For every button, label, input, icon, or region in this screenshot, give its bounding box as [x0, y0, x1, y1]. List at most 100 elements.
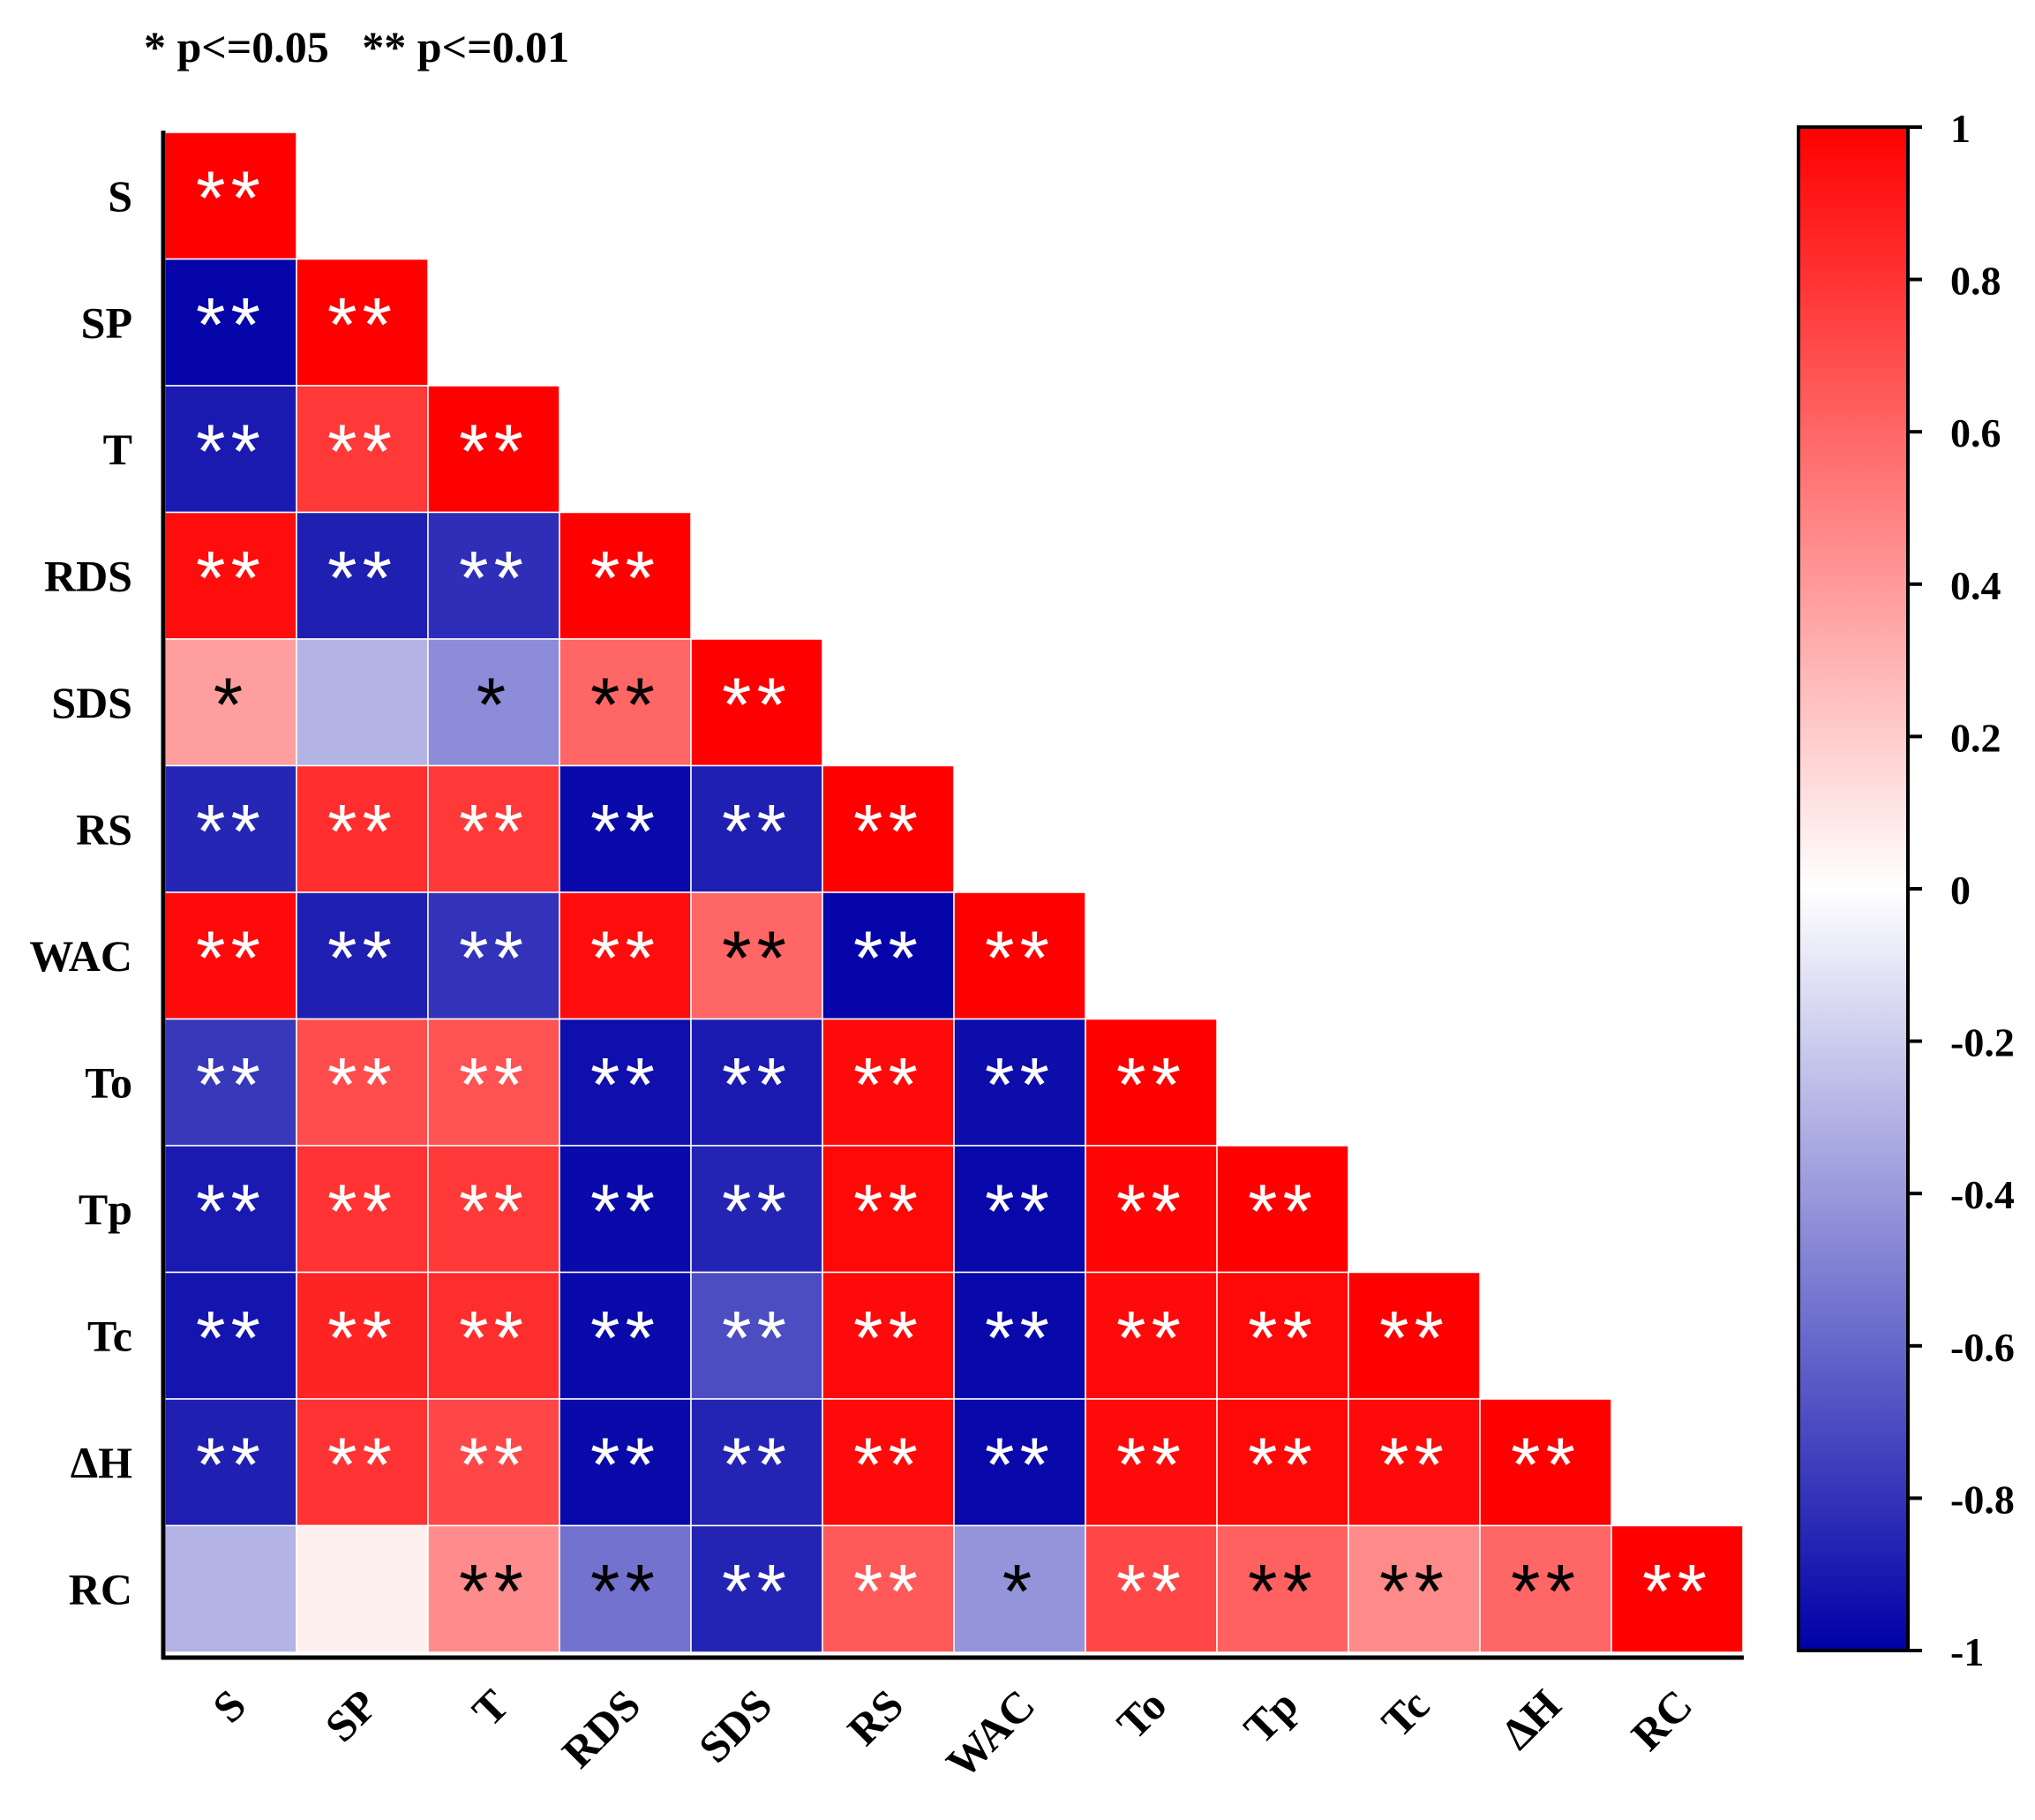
heatmap-cell [1085, 1524, 1218, 1653]
heatmap-cell [690, 1271, 823, 1400]
significance-marker: ** [985, 1423, 1055, 1508]
significance-marker: ** [590, 1169, 660, 1254]
heatmap-cell [296, 385, 429, 514]
significance-marker: ** [459, 410, 529, 494]
heatmap-cell [1348, 1271, 1481, 1400]
significance-marker: ** [459, 1296, 529, 1380]
heatmap-cell [1479, 1524, 1612, 1653]
significance-marker: ** [196, 1423, 266, 1508]
heatmap-cell [296, 638, 429, 767]
significance-marker: ** [327, 916, 397, 1001]
significance-marker: ** [459, 1169, 529, 1254]
significance-marker: ** [1116, 1296, 1186, 1380]
significance-marker: ** [1116, 1169, 1186, 1254]
row-labels: S SP T RDS SDS RS WAC To Tp Tc ΔH RC [29, 171, 132, 1614]
colorbar-tick-label: -0.2 [1950, 1020, 2015, 1065]
heatmap-cell [296, 764, 429, 893]
heatmap-cell [296, 258, 429, 387]
column-label: WAC [936, 1680, 1044, 1787]
significance-marker: ** [196, 282, 266, 367]
column-label: SDS [689, 1680, 781, 1771]
row-label: T [103, 425, 132, 474]
significance-marker: * [214, 663, 248, 748]
significance-marker: ** [327, 536, 397, 620]
significance-marker: ** [1511, 1549, 1581, 1634]
heatmap-cell [164, 1524, 297, 1653]
heatmap-cell [559, 1018, 692, 1147]
significance-marker: ** [196, 156, 266, 241]
significance-marker: ** [722, 789, 792, 874]
significance-marker: ** [985, 1296, 1055, 1380]
significance-marker: ** [459, 789, 529, 874]
significance-marker: ** [1116, 1549, 1186, 1634]
significance-marker: ** [327, 1042, 397, 1127]
colorbar-tick-label: 0.8 [1950, 259, 2001, 304]
column-label: To [1108, 1680, 1176, 1749]
row-label: WAC [29, 931, 132, 981]
row-label: To [85, 1057, 132, 1107]
heatmap-cell [164, 1271, 297, 1400]
colorbar-tick-label: 1 [1950, 106, 1971, 151]
significance-marker: ** [590, 1042, 660, 1127]
significance-marker: ** [459, 1549, 529, 1634]
significance-marker: ** [722, 1042, 792, 1127]
significance-marker: ** [1379, 1296, 1449, 1380]
heatmap-cell [296, 1271, 429, 1400]
heatmap-cell [559, 1271, 692, 1400]
heatmap-cell [559, 764, 692, 893]
row-label: Tp [79, 1185, 132, 1234]
significance-marker: ** [853, 1296, 923, 1380]
significance-marker: ** [327, 1296, 397, 1380]
heatmap-cell [427, 1524, 560, 1653]
heatmap-cell [427, 891, 560, 1020]
column-label: SP [315, 1680, 387, 1751]
significance-marker: ** [853, 1169, 923, 1254]
significance-marker: ** [327, 1169, 397, 1254]
column-labels: S SP T RDS SDS RS WAC To Tp Tc ΔH RC [203, 1680, 1701, 1787]
heatmap-cell [164, 385, 297, 514]
significance-marker: ** [590, 536, 660, 620]
heatmap-cell [690, 638, 823, 767]
heatmap-cell [1216, 1271, 1349, 1400]
significance-marker: ** [985, 1169, 1055, 1254]
significance-marker: ** [1642, 1549, 1712, 1634]
colorbar-tick-label: 0.6 [1950, 410, 2001, 455]
significance-marker: ** [327, 1423, 397, 1508]
heatmap-cell [427, 1271, 560, 1400]
heatmap-cell [427, 764, 560, 893]
significance-marker: ** [1248, 1169, 1318, 1254]
heatmap-cell [164, 1398, 297, 1527]
column-label: Tp [1234, 1680, 1307, 1753]
significance-marker: ** [459, 536, 529, 620]
heatmap-cell [1348, 1398, 1481, 1527]
heatmap-cell [296, 1398, 429, 1527]
colorbar-tick-label: 0.4 [1950, 563, 2001, 608]
significance-marker: ** [590, 789, 660, 874]
heatmap-cell [690, 891, 823, 1020]
significance-marker: ** [1511, 1423, 1581, 1508]
significance-marker: ** [327, 282, 397, 367]
heatmap-cell [953, 891, 1086, 1020]
column-label: T [462, 1680, 518, 1735]
significance-marker: ** [722, 1169, 792, 1254]
heatmap-cell [822, 1524, 955, 1653]
significance-legend-note: * p<=0.05 ** p<=0.01 [144, 22, 569, 71]
significance-marker: ** [590, 916, 660, 1001]
colorbar-tick-label: -0.4 [1950, 1172, 2015, 1217]
significance-marker: ** [196, 916, 266, 1001]
heatmap-cell [690, 764, 823, 893]
heatmap-cells: **** **** ** **** ** ** *** * ** **** ** ** ** ** ****… [164, 132, 1744, 1653]
significance-marker: ** [1248, 1296, 1318, 1380]
heatmap-cell [822, 764, 955, 893]
significance-marker: ** [1248, 1423, 1318, 1508]
heatmap-cell [1085, 1145, 1218, 1274]
significance-marker: ** [1248, 1549, 1318, 1634]
significance-marker: ** [1379, 1549, 1449, 1634]
row-label: ΔH [71, 1438, 132, 1487]
heatmap-cell [559, 1524, 692, 1653]
significance-marker: ** [722, 1423, 792, 1508]
significance-marker: ** [853, 1549, 923, 1634]
row-label: Tc [87, 1311, 132, 1360]
heatmap-cell [1216, 1145, 1349, 1274]
heatmap-cell [427, 385, 560, 514]
